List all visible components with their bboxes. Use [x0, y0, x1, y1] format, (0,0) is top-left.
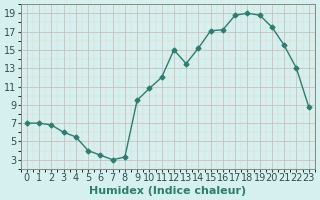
X-axis label: Humidex (Indice chaleur): Humidex (Indice chaleur) — [89, 186, 246, 196]
